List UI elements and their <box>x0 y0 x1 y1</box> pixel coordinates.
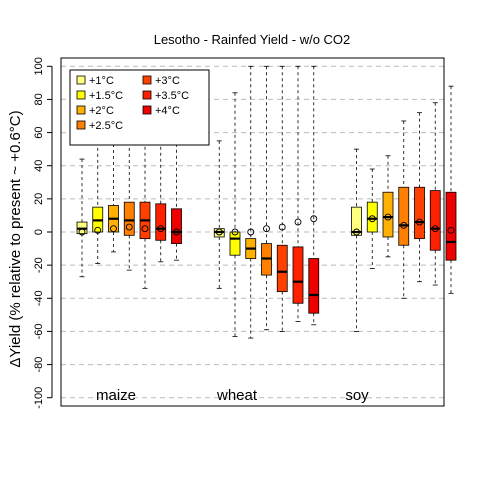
crop-label-wheat: wheat <box>216 387 258 404</box>
y-tick-label: -60 <box>33 323 45 339</box>
box-wheat-4 <box>262 66 272 329</box>
legend-label: +2.5°C <box>89 120 123 132</box>
box-soy-3 <box>383 156 393 257</box>
box-maize-2 <box>93 136 103 264</box>
box-wheat-2 <box>230 93 240 337</box>
box-body <box>430 191 440 251</box>
legend-label: +1.5°C <box>89 90 123 102</box>
legend-swatch <box>77 91 85 99</box>
box-soy-6 <box>430 103 440 285</box>
box-body <box>230 232 240 255</box>
box-body <box>277 245 287 291</box>
box-body <box>172 209 182 244</box>
crop-labels: maize wheat soy <box>96 387 369 404</box>
y-tick-label: 20 <box>33 193 45 205</box>
y-tick-label: -40 <box>33 290 45 306</box>
box-soy-2 <box>367 169 377 268</box>
legend-swatch <box>77 106 85 114</box>
box-body <box>399 187 409 245</box>
legend-swatch <box>77 76 85 84</box>
y-tick-label: 80 <box>33 93 45 105</box>
box-maize-1 <box>77 159 87 277</box>
y-tick-label: 40 <box>33 160 45 172</box>
box-body <box>156 204 166 240</box>
box-soy-5 <box>415 113 425 282</box>
box-body <box>293 247 303 303</box>
y-axis-label: ΔYield (% relative to present ~ +0.6°C) <box>7 110 24 367</box>
box-body <box>383 192 393 237</box>
legend-swatch <box>143 91 151 99</box>
chart-title: Lesotho - Rainfed Yield - w/o CO2 <box>154 32 351 47</box>
box-wheat-7 <box>309 66 319 325</box>
y-axis: -100 -80 -60 -40 -20 0 20 40 60 80 100 <box>33 57 52 409</box>
legend-label: +4°C <box>155 105 180 117</box>
box-soy-4 <box>399 121 409 298</box>
legend-label: +3°C <box>155 75 180 87</box>
box-body <box>446 192 456 260</box>
box-wheat-6 <box>293 66 303 321</box>
legend-label: +3.5°C <box>155 90 189 102</box>
y-tick-label: -20 <box>33 257 45 273</box>
legend: +1°C +1.5°C +2°C +2.5°C +3°C +3.5°C +4°C <box>70 70 209 145</box>
legend-swatch <box>143 106 151 114</box>
y-tick-label: 60 <box>33 126 45 138</box>
y-tick-label: 100 <box>33 57 45 75</box>
box-wheat-3 <box>246 66 256 338</box>
box-body <box>367 202 377 232</box>
box-body <box>415 187 425 238</box>
y-tick-label: -80 <box>33 357 45 373</box>
legend-label: +1°C <box>89 75 114 87</box>
legend-swatch <box>143 76 151 84</box>
box-soy-7 <box>446 86 456 293</box>
y-tick-label: 0 <box>33 229 45 235</box>
box-soy-1 <box>352 149 362 331</box>
crop-label-soy: soy <box>345 387 369 404</box>
box-wheat-1 <box>214 141 224 288</box>
legend-label: +2°C <box>89 105 114 117</box>
legend-swatch <box>77 121 85 129</box>
y-tick-label: -100 <box>33 387 45 409</box>
box-body <box>309 259 319 314</box>
crop-label-maize: maize <box>96 387 136 404</box>
